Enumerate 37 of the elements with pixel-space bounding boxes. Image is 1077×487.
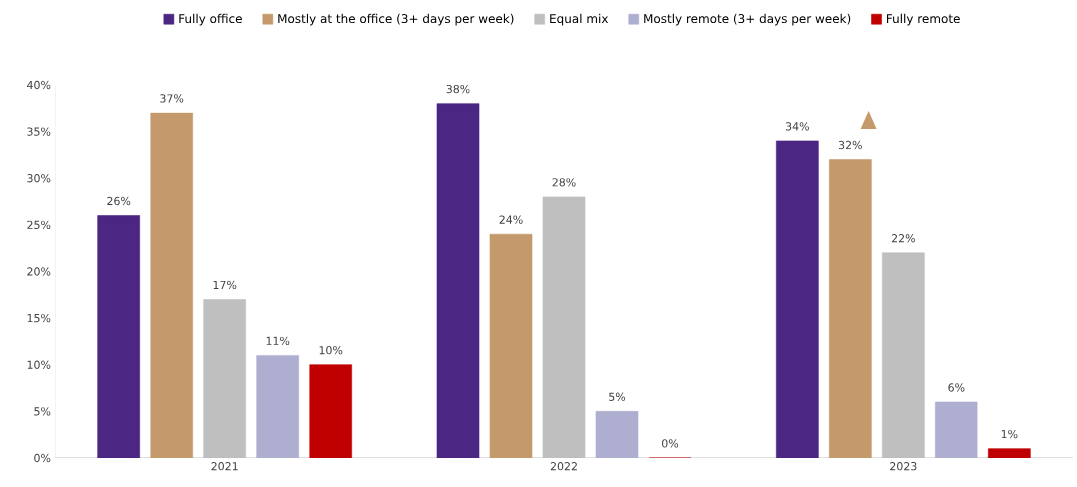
data-label: 11% — [266, 336, 290, 346]
data-label: 10% — [319, 346, 343, 355]
data-label: 5% — [609, 392, 626, 401]
data-label: 28% — [552, 178, 576, 187]
data-label: 1% — [1001, 429, 1018, 439]
data-label: 38% — [446, 84, 470, 94]
data-label: 24% — [499, 215, 523, 224]
y-tick-label: 40% — [27, 80, 51, 90]
x-tick-label: 2021 — [211, 462, 238, 471]
bar — [436, 103, 480, 458]
data-label: 17% — [213, 280, 237, 290]
data-label: 26% — [107, 196, 131, 206]
bar — [97, 215, 140, 458]
legend-label: Fully office — [179, 13, 242, 26]
legend-label: Equal mix — [550, 13, 609, 26]
legend-label: Fully remote — [887, 13, 960, 26]
y-tick-label: 25% — [27, 220, 51, 230]
data-label: 22% — [891, 234, 915, 243]
legend-label: Mostly remote (3+ days per week) — [644, 13, 851, 26]
y-tick-label: 30% — [27, 174, 51, 183]
y-tick-label: 10% — [27, 360, 51, 369]
y-tick-label: 0% — [34, 453, 51, 463]
data-label: 32% — [838, 140, 862, 150]
data-label: 37% — [160, 94, 184, 103]
data-label: 6% — [948, 383, 965, 392]
bar — [776, 140, 819, 458]
bar — [309, 364, 352, 458]
data-label: 34% — [785, 122, 809, 131]
y-tick-label: 5% — [34, 407, 51, 416]
x-tick-label: 2023 — [890, 462, 917, 471]
y-tick-label: 20% — [27, 267, 51, 276]
y-tick-label: 15% — [27, 313, 51, 323]
legend-label: Mostly at the office (3+ days per week) — [278, 13, 514, 26]
data-label: 0% — [662, 439, 679, 448]
bar — [988, 448, 1031, 458]
x-tick-label: 2022 — [550, 462, 577, 471]
y-tick-label: 35% — [27, 127, 51, 136]
